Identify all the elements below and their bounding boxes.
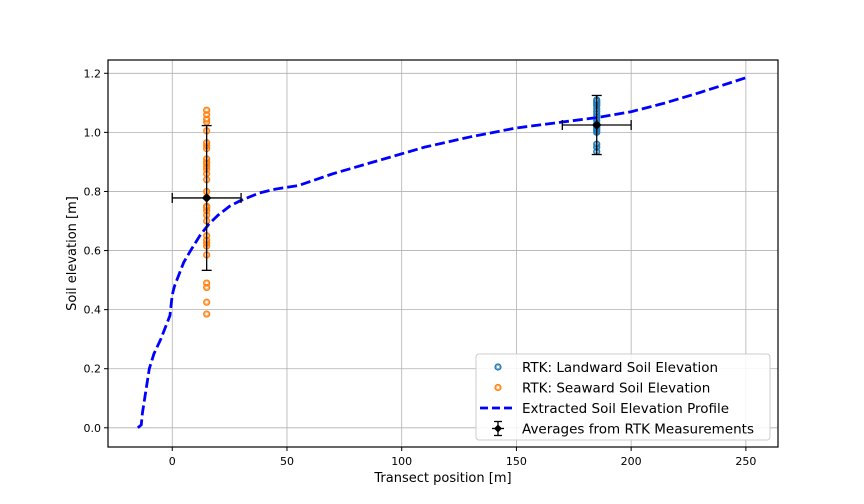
y-tick-label: 1.2	[84, 67, 102, 80]
legend-label: Extracted Soil Elevation Profile	[522, 401, 729, 417]
x-tick-label: 200	[621, 455, 642, 468]
data-point-center	[205, 312, 208, 316]
data-point-center	[205, 301, 208, 304]
plot-series	[136, 76, 747, 429]
errorbar-mean-marker	[592, 120, 602, 130]
data-point-center	[205, 286, 208, 289]
x-tick-label: 0	[169, 455, 176, 468]
data-point-center	[205, 113, 208, 116]
legend-entry: Extracted Soil Elevation Profile	[480, 401, 729, 417]
legend-label: RTK: Seaward Soil Elevation	[522, 381, 710, 397]
data-point-center	[205, 117, 208, 121]
x-axis-label: Transect position [m]	[373, 471, 511, 486]
legend-marker-center	[496, 386, 500, 389]
y-tick-label: 1.0	[84, 126, 102, 139]
y-tick-label: 0.2	[84, 363, 102, 376]
legend-label: RTK: Landward Soil Elevation	[522, 360, 718, 376]
errorbar-mean-marker	[201, 193, 212, 203]
x-tick-label: 150	[506, 455, 527, 468]
legend-label: Averages from RTK Measurements	[522, 422, 754, 438]
data-point-center	[205, 109, 208, 112]
profile-line	[136, 76, 747, 429]
legend-mean-marker	[494, 424, 502, 433]
legend-entry: RTK: Landward Soil Elevation	[494, 360, 718, 376]
ticks: 0 50 100 150 200 250 0.0 0.2 0.4 0.6 0.8 1.0 1.2	[84, 67, 757, 468]
legend-box	[475, 353, 771, 441]
x-tick-label: 50	[280, 455, 294, 468]
x-tick-label: 100	[391, 455, 412, 468]
plot-frame	[107, 59, 779, 448]
x-tick-label: 250	[735, 455, 756, 468]
legend-entry: Averages from RTK Measurements	[492, 420, 754, 438]
series-averages	[171, 94, 632, 271]
y-axis-label: Soil elevation [m]	[65, 196, 80, 311]
y-tick-label: 0.6	[84, 245, 102, 258]
y-tick-label: 0.4	[84, 304, 102, 317]
y-tick-label: 0.0	[84, 422, 102, 435]
grid	[108, 60, 778, 447]
y-tick-label: 0.8	[84, 185, 102, 198]
legend-entry: RTK: Seaward Soil Elevation	[494, 381, 710, 397]
data-point-center	[205, 281, 208, 285]
legend: RTK: Landward Soil Elevation RTK: Seaward…	[475, 353, 771, 441]
legend-marker-center	[496, 365, 500, 369]
